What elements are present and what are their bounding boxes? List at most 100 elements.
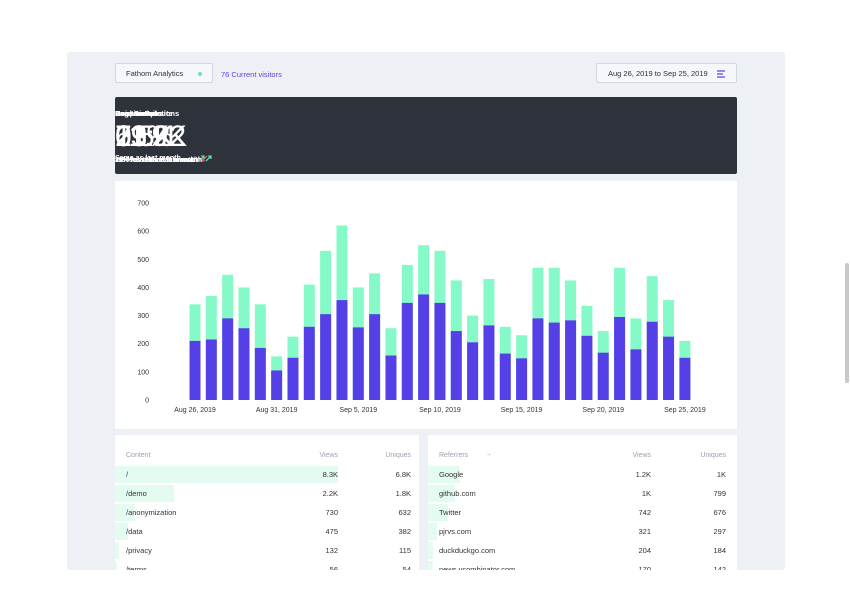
row-uniques: 54 <box>402 565 411 570</box>
row-uniques: 6.8K <box>395 470 411 479</box>
stat-change-text: 11% less than last month <box>115 157 199 164</box>
trend-arrow <box>198 155 205 162</box>
bar <box>565 320 577 400</box>
row-views: 204 <box>638 546 651 555</box>
row-views: 1K <box>641 489 651 498</box>
y-tick-label: 600 <box>137 229 149 236</box>
column-header: Content <box>126 452 151 459</box>
column-header: Views <box>319 452 338 459</box>
row-label[interactable]: Twitter <box>439 508 462 517</box>
row-views: 170 <box>638 565 651 570</box>
row-label[interactable]: pjrvs.com <box>439 527 472 536</box>
bar <box>401 302 413 400</box>
row-bar <box>428 523 437 540</box>
content-table: Content Views Uniques / 8.3K 6.8K/demo 2.2K 1.8… <box>115 435 419 570</box>
row-bar <box>115 542 119 559</box>
x-tick-label: Aug 31, 2019 <box>256 407 298 414</box>
site-switcher[interactable]: Fathom Analytics <box>115 63 213 83</box>
bar <box>646 321 658 400</box>
current-visitors[interactable]: 76 Current visitors <box>221 70 282 79</box>
bar <box>499 353 511 400</box>
trend-icon <box>201 155 208 162</box>
row-views: 475 <box>325 527 338 536</box>
row-label[interactable]: / <box>126 470 129 479</box>
x-tick-label: Aug 26, 2019 <box>174 407 216 414</box>
trend-arrow <box>205 155 212 162</box>
row-uniques: 142 <box>713 565 726 570</box>
bar <box>189 340 201 400</box>
column-header: Views <box>632 452 651 459</box>
row-views: 742 <box>638 508 651 517</box>
stat-label: Goal Completions <box>115 109 180 118</box>
y-tick-label: 100 <box>137 369 149 376</box>
y-tick-label: 700 <box>137 201 149 208</box>
stat-label: Page views <box>115 109 156 118</box>
stat-change: 21% more than last month <box>115 155 213 164</box>
bar <box>287 357 299 400</box>
row-bar <box>115 504 135 521</box>
stat-value: 01:22 <box>115 120 186 153</box>
stat-change: Same as last month <box>115 155 181 162</box>
row-label[interactable]: /terms <box>126 565 147 570</box>
column-header: Uniques <box>385 452 411 459</box>
dashboard-panel: Fathom Analytics 76 Current visitors Aug… <box>67 52 785 570</box>
row-label[interactable]: /data <box>126 527 143 536</box>
bar <box>516 358 528 400</box>
row-bar <box>428 466 461 483</box>
row-label[interactable]: github.com <box>439 489 476 498</box>
bar <box>320 314 332 400</box>
stat-change-text: 3% less than last month <box>115 157 195 164</box>
row-views: 2.2K <box>322 489 338 498</box>
row-uniques: 1K <box>716 470 726 479</box>
row-uniques: 184 <box>713 546 726 555</box>
row-label[interactable]: /demo <box>126 489 147 498</box>
stat-label: Bounce Rate <box>115 109 161 118</box>
y-tick-label: 0 <box>145 398 149 405</box>
trend-icon <box>198 155 205 162</box>
bar <box>205 339 217 400</box>
stats-bar: Unique visits 7.5K 20% more than last mont… <box>115 97 737 174</box>
status-dot <box>198 72 202 76</box>
row-bar <box>428 485 455 502</box>
bar <box>222 318 234 400</box>
bar <box>254 347 266 400</box>
row-views: 132 <box>325 546 338 555</box>
scrollbar[interactable] <box>845 263 849 383</box>
row-uniques: 676 <box>713 508 726 517</box>
row-label[interactable]: Google <box>439 470 464 479</box>
x-tick-label: Sep 5, 2019 <box>339 407 377 414</box>
row-views: 321 <box>638 527 651 536</box>
row-views: 8.3K <box>322 470 338 479</box>
row-label[interactable]: news.ycombinator.com <box>439 565 516 570</box>
chart-card: 0 100 200 300 400 500 600 700 Aug 26, 2019 Aug 31… <box>115 181 737 429</box>
row-label[interactable]: duckduckgo.com <box>439 546 496 555</box>
bar <box>548 322 560 400</box>
row-uniques: 799 <box>713 489 726 498</box>
stat-value: 11.9K <box>115 120 187 153</box>
bar <box>597 352 609 400</box>
stat-value: 7.5K <box>115 120 174 153</box>
stat-value: 69% <box>115 120 173 153</box>
bar <box>532 318 544 400</box>
bar <box>450 331 462 400</box>
row-label[interactable]: /privacy <box>126 546 152 555</box>
referrer-table: Referrers Views Uniques → Google 1.2K 1K github… <box>428 435 737 570</box>
row-uniques: 1.8K <box>395 489 411 498</box>
date-range: Aug 26, 2019 to Sep 25, 2019 <box>608 69 708 78</box>
bar <box>369 314 381 400</box>
bar <box>336 300 348 400</box>
stat-value: 23 <box>115 120 147 153</box>
header-arrow: → <box>485 451 492 458</box>
y-tick-label: 400 <box>137 285 149 292</box>
chart: 0 100 200 300 400 500 600 700 Aug 26, 2019 Aug 31… <box>137 201 706 415</box>
date-picker[interactable]: Aug 26, 2019 to Sep 25, 2019 <box>596 63 737 83</box>
row-bar <box>115 466 338 483</box>
row-views: 56 <box>329 565 338 570</box>
row-bar <box>428 542 434 559</box>
bar <box>271 370 283 400</box>
bar <box>663 336 675 400</box>
row-label[interactable]: /anonymization <box>126 508 177 517</box>
y-tick-label: 500 <box>137 257 149 264</box>
stat-label: Unique visits <box>115 109 162 118</box>
